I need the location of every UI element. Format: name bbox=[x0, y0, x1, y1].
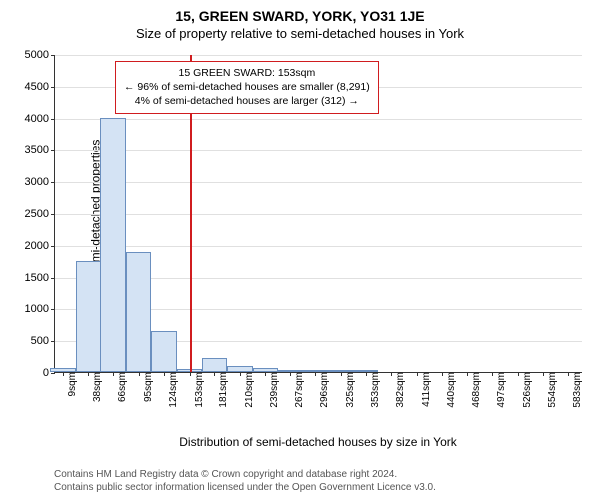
gridline bbox=[55, 55, 582, 56]
x-tick-label: 124sqm bbox=[164, 372, 179, 408]
histogram-bar bbox=[202, 358, 228, 372]
page-subtitle: Size of property relative to semi-detach… bbox=[0, 24, 600, 41]
x-tick-label: 440sqm bbox=[442, 372, 457, 408]
x-tick-label: 66sqm bbox=[113, 372, 128, 402]
page-title: 15, GREEN SWARD, YORK, YO31 1JE bbox=[0, 0, 600, 24]
x-tick-label: 181sqm bbox=[214, 372, 229, 408]
x-tick-label: 296sqm bbox=[315, 372, 330, 408]
attribution-line: Contains HM Land Registry data © Crown c… bbox=[54, 468, 436, 481]
attribution: Contains HM Land Registry data © Crown c… bbox=[54, 468, 436, 494]
x-tick-label: 526sqm bbox=[518, 372, 533, 408]
attribution-line: Contains public sector information licen… bbox=[54, 481, 436, 494]
annotation-line: 4% of semi-detached houses are larger (3… bbox=[124, 94, 370, 108]
annotation-line: 15 GREEN SWARD: 153sqm bbox=[124, 66, 370, 80]
x-tick-label: 267sqm bbox=[290, 372, 305, 408]
histogram-bar bbox=[76, 261, 102, 372]
x-tick-label: 468sqm bbox=[467, 372, 482, 408]
annotation-box: 15 GREEN SWARD: 153sqm← 96% of semi-deta… bbox=[115, 61, 379, 114]
x-tick-label: 210sqm bbox=[240, 372, 255, 408]
x-tick-label: 583sqm bbox=[568, 372, 583, 408]
x-tick-label: 325sqm bbox=[341, 372, 356, 408]
x-tick-label: 554sqm bbox=[543, 372, 558, 408]
chart-container: Number of semi-detached properties 05001… bbox=[0, 41, 600, 433]
x-tick-label: 9sqm bbox=[63, 372, 78, 396]
annotation-line: ← 96% of semi-detached houses are smalle… bbox=[124, 80, 370, 94]
gridline bbox=[55, 246, 582, 247]
histogram-bar bbox=[126, 252, 152, 372]
histogram-bar bbox=[100, 118, 126, 372]
gridline bbox=[55, 119, 582, 120]
x-axis-label: Distribution of semi-detached houses by … bbox=[54, 435, 582, 449]
x-tick-label: 239sqm bbox=[265, 372, 280, 408]
x-tick-label: 382sqm bbox=[391, 372, 406, 408]
x-tick-label: 497sqm bbox=[492, 372, 507, 408]
gridline bbox=[55, 150, 582, 151]
plot-area: 0500100015002000250030003500400045005000… bbox=[54, 55, 582, 373]
x-tick-label: 95sqm bbox=[139, 372, 154, 402]
x-tick-label: 153sqm bbox=[190, 372, 205, 408]
x-tick-label: 411sqm bbox=[417, 372, 432, 407]
gridline bbox=[55, 214, 582, 215]
x-tick-label: 38sqm bbox=[88, 372, 103, 402]
x-tick-label: 353sqm bbox=[366, 372, 381, 408]
gridline bbox=[55, 182, 582, 183]
histogram-bar bbox=[151, 331, 177, 372]
